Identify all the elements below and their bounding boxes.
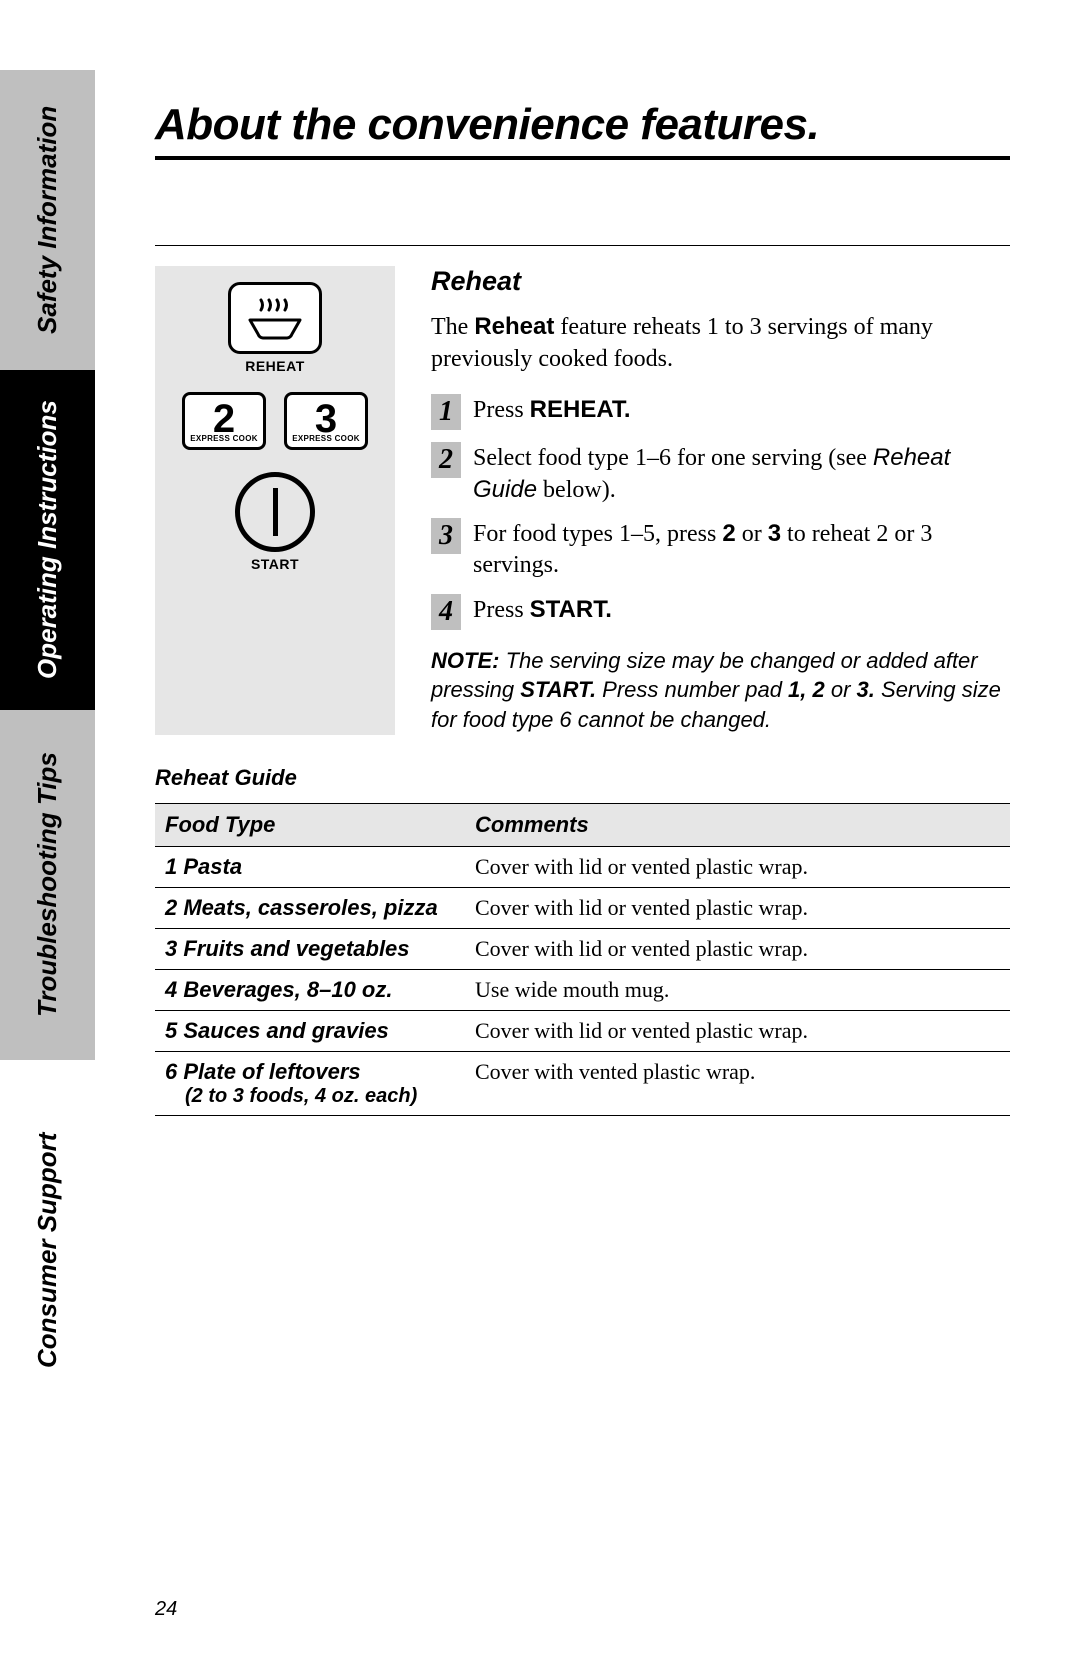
step-num-2: 2 (431, 442, 461, 478)
step-2: 2 Select food type 1–6 for one serving (… (431, 442, 1010, 506)
express-cook-sub-3: EXPRESS COOK (287, 434, 365, 443)
tab-trouble[interactable]: Troubleshooting Tips (0, 710, 95, 1060)
express-cook-2-button[interactable]: 2 EXPRESS COOK (182, 392, 266, 450)
num-3: 3 (315, 399, 337, 439)
start-label: START (175, 556, 375, 572)
comment-cell: Cover with vented plastic wrap. (465, 1051, 1010, 1115)
reheat-guide-title: Reheat Guide (155, 765, 1010, 791)
food-type-cell: 5 Sauces and gravies (155, 1010, 465, 1051)
col-comments: Comments (465, 803, 1010, 846)
side-tabs: Safety Information Operating Instruction… (0, 0, 95, 1669)
step-num-4: 4 (431, 594, 461, 630)
express-cook-sub-2: EXPRESS COOK (185, 434, 263, 443)
tab-safety[interactable]: Safety Information (0, 70, 95, 370)
comment-cell: Cover with lid or vented plastic wrap. (465, 846, 1010, 887)
step-3-b1: 2 (722, 520, 735, 547)
control-panel-graphic: REHEAT 2 EXPRESS COOK 3 EXPRESS COOK STA… (155, 266, 395, 735)
intro-text: The Reheat feature reheats 1 to 3 servin… (431, 311, 1010, 376)
comment-cell: Cover with lid or vented plastic wrap. (465, 928, 1010, 969)
note-text: NOTE: The serving size may be changed or… (431, 646, 1010, 735)
note-label: NOTE: (431, 648, 499, 673)
note-b2: 1, 2 (788, 677, 825, 702)
table-row: 3 Fruits and vegetablesCover with lid or… (155, 928, 1010, 969)
step-2-pre: Select food type 1–6 for one serving (se… (473, 445, 873, 471)
section-title-reheat: Reheat (431, 266, 1010, 297)
note-t2: Press number pad (596, 677, 788, 702)
express-cook-3-button[interactable]: 3 EXPRESS COOK (284, 392, 368, 450)
page-content: About the convenience features. REHEAT 2… (95, 0, 1080, 1669)
step-num-1: 1 (431, 394, 461, 430)
step-4-pre: Press (473, 597, 530, 623)
table-row: 6 Plate of leftovers(2 to 3 foods, 4 oz.… (155, 1051, 1010, 1115)
food-type-cell: 6 Plate of leftovers(2 to 3 foods, 4 oz.… (155, 1051, 465, 1115)
table-row: 1 PastaCover with lid or vented plastic … (155, 846, 1010, 887)
tab-consumer[interactable]: Consumer Support (0, 1060, 95, 1440)
step-3-b2: 3 (768, 520, 781, 547)
step-3: 3 For food types 1–5, press 2 or 3 to re… (431, 518, 1010, 581)
step-3-pre: For food types 1–5, press (473, 521, 722, 547)
note-b3: 3. (857, 677, 875, 702)
steps-list: 1 Press REHEAT. 2 Select food type 1–6 f… (431, 394, 1010, 630)
note-b1: START. (520, 677, 596, 702)
start-button[interactable] (235, 472, 315, 552)
reheat-guide-table: Food Type Comments 1 PastaCover with lid… (155, 803, 1010, 1116)
reheat-label: REHEAT (175, 358, 375, 374)
tab-operating[interactable]: Operating Instructions (0, 370, 95, 710)
table-row: 2 Meats, casseroles, pizzaCover with lid… (155, 887, 1010, 928)
table-row: 4 Beverages, 8–10 oz.Use wide mouth mug. (155, 969, 1010, 1010)
reheat-button[interactable] (228, 282, 322, 354)
intro-bold: Reheat (474, 313, 554, 340)
step-3-mid: or (736, 521, 768, 547)
food-type-cell: 1 Pasta (155, 846, 465, 887)
step-1: 1 Press REHEAT. (431, 394, 1010, 430)
reheat-dish-icon (244, 296, 306, 340)
intro-pre: The (431, 314, 474, 340)
col-food-type: Food Type (155, 803, 465, 846)
food-type-cell: 2 Meats, casseroles, pizza (155, 887, 465, 928)
step-4-bold: START. (530, 596, 612, 623)
step-1-pre: Press (473, 397, 530, 423)
note-t3: or (825, 677, 857, 702)
comment-cell: Use wide mouth mug. (465, 969, 1010, 1010)
comment-cell: Cover with lid or vented plastic wrap. (465, 1010, 1010, 1051)
step-2-post: below). (537, 477, 616, 503)
table-row: 5 Sauces and graviesCover with lid or ve… (155, 1010, 1010, 1051)
food-type-cell: 4 Beverages, 8–10 oz. (155, 969, 465, 1010)
num-2: 2 (213, 399, 235, 439)
step-4: 4 Press START. (431, 594, 1010, 630)
page-number: 24 (155, 1598, 177, 1621)
step-1-bold: REHEAT. (530, 396, 631, 423)
food-type-sub: (2 to 3 foods, 4 oz. each) (165, 1085, 455, 1108)
page-title: About the convenience features. (155, 100, 1010, 160)
food-type-cell: 3 Fruits and vegetables (155, 928, 465, 969)
rule (155, 245, 1010, 246)
comment-cell: Cover with lid or vented plastic wrap. (465, 887, 1010, 928)
step-num-3: 3 (431, 518, 461, 554)
